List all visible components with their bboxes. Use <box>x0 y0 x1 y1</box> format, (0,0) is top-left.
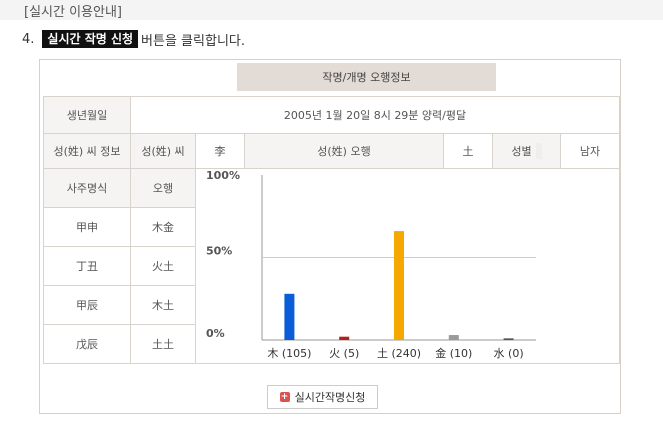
usage-guide-link[interactable]: [실시간 이용안내] <box>24 5 122 20</box>
x-tick-label: 木 (105) <box>267 347 311 360</box>
bar <box>339 336 350 340</box>
step-text: 버튼을 클릭합니다. <box>141 33 245 49</box>
surname-element-value: 土 <box>443 133 493 169</box>
saju-element-cell: 木土 <box>130 285 196 325</box>
step-number: 4. <box>22 31 35 47</box>
step-button-label: 실시간 작명 신청 <box>42 30 139 48</box>
gender-value: 남자 <box>560 133 620 169</box>
bar <box>503 338 514 340</box>
saju-element-header: 오행 <box>130 168 196 208</box>
chart-cell <box>195 168 620 364</box>
gender-label: 성별 <box>492 133 561 169</box>
saju-element-cell: 木金 <box>130 207 196 247</box>
saju-pillar-cell: 甲申 <box>43 207 131 247</box>
x-tick-label: 水 (0) <box>494 347 524 360</box>
gender-label-text: 성별 <box>511 145 532 158</box>
surname-info-label: 성(姓) 씨 정보 <box>43 133 131 169</box>
bar <box>448 335 459 340</box>
naming-info-panel <box>39 59 621 414</box>
x-tick-label: 火 (5) <box>329 347 359 360</box>
instruction-step: 4. 실시간 작명 신청 버튼을 클릭합니다. <box>22 29 245 49</box>
y-tick-label: 50% <box>206 245 232 258</box>
surname-value: 李 <box>195 133 245 169</box>
surname-label: 성(姓) 씨 <box>130 133 196 169</box>
apply-naming-label: 실시간작명신청 <box>294 391 366 404</box>
gender-swatch <box>535 143 542 159</box>
apply-naming-button[interactable]: + 실시간작명신청 <box>267 385 378 409</box>
birth-value: 2005년 1월 20일 8시 29분 양력/평달 <box>130 96 620 134</box>
surname-element-label: 성(姓) 오행 <box>244 133 444 169</box>
top-band <box>0 0 663 20</box>
saju-pillar-cell: 甲辰 <box>43 285 131 325</box>
panel-title: 작명/개명 오행정보 <box>237 63 496 91</box>
y-tick-label: 0% <box>206 327 225 340</box>
saju-element-cell: 土土 <box>130 324 196 364</box>
y-tick-label: 100% <box>206 169 240 182</box>
bar <box>394 231 404 340</box>
x-tick-label: 金 (10) <box>435 346 472 360</box>
five-elements-chart: 100% 50% 0% 木 (105) 火 (5) 土 (240) 金 (10) 水 (0) <box>206 169 536 360</box>
saju-pillar-header: 사주명식 <box>43 168 131 208</box>
x-tick-label: 土 (240) <box>377 347 421 360</box>
saju-element-cell: 火土 <box>130 246 196 286</box>
saju-pillar-cell: 丁丑 <box>43 246 131 286</box>
saju-pillar-cell: 戊辰 <box>43 324 131 364</box>
birth-label: 생년월일 <box>43 96 131 134</box>
bar <box>284 293 295 340</box>
plus-icon: + <box>279 392 290 402</box>
